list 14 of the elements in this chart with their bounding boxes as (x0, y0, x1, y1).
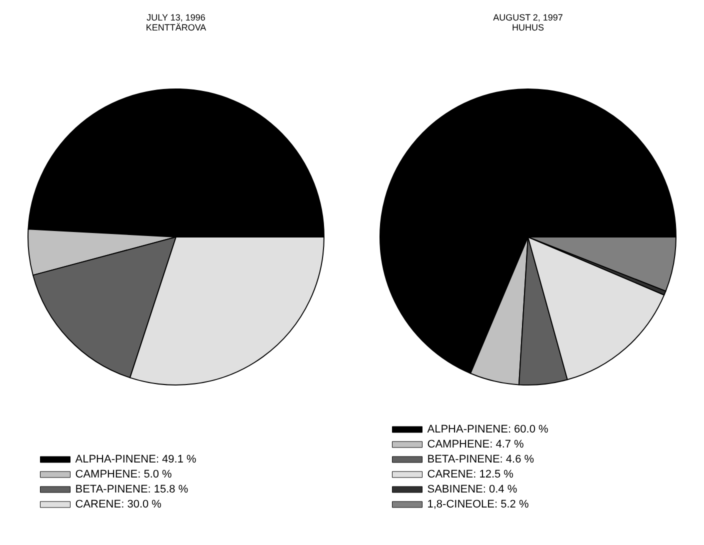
legend-label: ALPHA-PINENE: 49.1 % (75, 454, 197, 466)
legend-label: ALPHA-PINENE: 60.0 % (427, 424, 549, 436)
chart-title: JULY 13, 1996 (146, 12, 206, 22)
chart-subtitle: KENTTÄROVA (146, 22, 206, 32)
legend-label: BETA-PINENE: 4.6 % (427, 454, 534, 466)
legend-label: SABINENE: 0.4 % (427, 484, 518, 496)
chart-subtitle: HUHUS (512, 22, 544, 32)
legend-label: CARENE: 30.0 % (75, 498, 162, 510)
legend-label: BETA-PINENE: 15.8 % (75, 484, 188, 496)
legend-label: CAMPHENE: 4.7 % (427, 438, 524, 450)
legend-label: 1,8-CINEOLE: 5.2 % (427, 498, 529, 510)
legend-label: CARENE: 12.5 % (427, 468, 514, 480)
legend-label: CAMPHENE: 5.0 % (75, 468, 172, 480)
chart-title: AUGUST 2, 1997 (493, 12, 563, 22)
